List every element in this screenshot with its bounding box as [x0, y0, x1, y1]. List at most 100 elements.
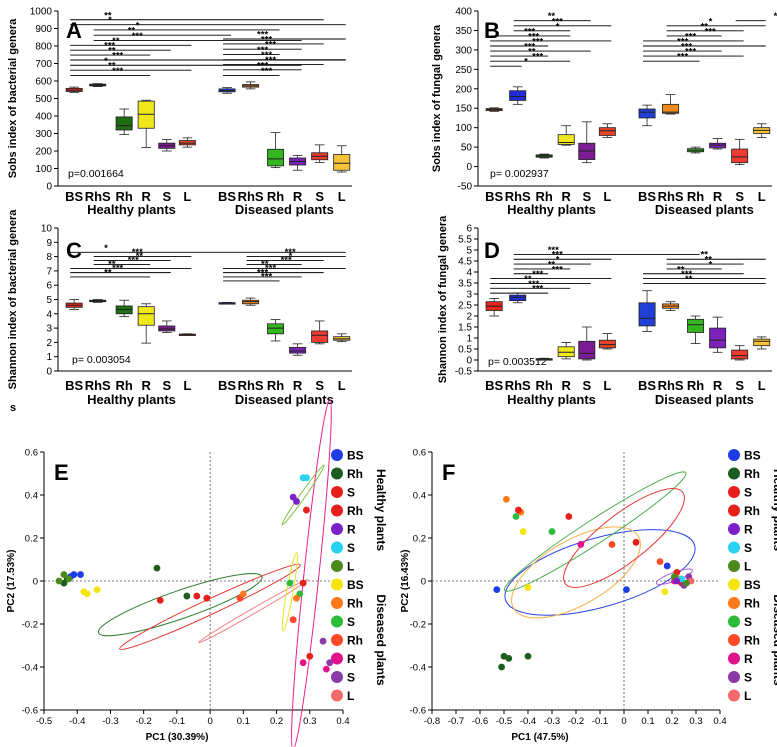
- y-tick-label: 0.2: [413, 534, 426, 545]
- x-tick-label: 0.2: [665, 716, 678, 727]
- significance-label: ***: [257, 45, 268, 56]
- significance-label: **: [104, 10, 112, 21]
- box-7: [242, 81, 260, 90]
- box-body: [598, 339, 616, 349]
- category-label: L: [603, 378, 611, 393]
- category-label: L: [183, 189, 191, 204]
- data-point: [319, 637, 327, 645]
- legend-marker: [728, 449, 740, 461]
- panel-c: 0 1 2 3 4 5 6 7 8 9 10 Shannon index of bacterial g…: [7, 209, 352, 414]
- y-tick-label: 500: [35, 94, 52, 105]
- y-tick-label: 150: [455, 104, 472, 115]
- y-tick-label: 200: [35, 147, 52, 158]
- y-tick-label: 0: [466, 356, 472, 367]
- legend-label: Rh: [347, 597, 363, 611]
- x-tick-label: -0.4: [520, 716, 536, 727]
- data-point: [565, 513, 573, 520]
- box-8: [687, 315, 705, 344]
- y-tick-label: 300: [455, 45, 472, 56]
- y-tick-label: -50: [458, 182, 473, 193]
- y-tick-label: 0.6: [413, 448, 426, 459]
- category-label: R: [562, 189, 572, 204]
- box-body: [662, 103, 680, 114]
- panel-letter: A: [66, 18, 82, 43]
- y-tick-label: 0.4: [413, 491, 426, 502]
- box-1: [509, 86, 527, 105]
- box-11: [753, 336, 771, 350]
- legend-marker: [331, 523, 343, 535]
- x-tick-label: -0.8: [424, 716, 440, 727]
- data-point: [498, 663, 505, 671]
- x-tick-label: 0.1: [641, 716, 654, 727]
- category-label: L: [338, 378, 346, 393]
- data-point: [493, 586, 501, 593]
- legend-marker: [331, 504, 343, 517]
- legend-label: L: [347, 689, 354, 703]
- box-1: [89, 83, 107, 87]
- legend-label: Rh: [347, 467, 363, 481]
- significance-label: **: [112, 36, 120, 47]
- box-2: [115, 299, 133, 318]
- box-6: [638, 104, 656, 127]
- box-3: [557, 125, 575, 146]
- confidence-ellipse: [198, 578, 309, 644]
- x-tick-label: 0: [207, 716, 212, 727]
- category-label: RhS: [505, 378, 531, 393]
- x-axis-title: PC1 (30.39%): [146, 732, 209, 743]
- data-point: [512, 513, 520, 520]
- y-tick-label: 200: [455, 84, 472, 95]
- box-5: [178, 137, 196, 148]
- legend-marker: [728, 652, 740, 665]
- legend-label: R: [744, 523, 753, 537]
- box-11: [333, 333, 351, 343]
- legend-marker: [331, 578, 343, 591]
- box-body: [311, 330, 329, 343]
- data-point: [663, 562, 671, 570]
- legend-marker: [728, 467, 740, 480]
- category-label: R: [713, 189, 723, 204]
- box-6: [638, 290, 656, 332]
- y-tick-label: 5.5: [458, 235, 472, 246]
- box-5: [178, 333, 196, 337]
- group-label: Diseased plants: [655, 202, 754, 217]
- category-label: S: [162, 378, 171, 393]
- x-tick-label: 0.4: [713, 716, 726, 727]
- y-tick-label: 250: [455, 65, 472, 76]
- category-label: R: [142, 378, 152, 393]
- box-7: [662, 301, 680, 311]
- category-label: L: [338, 189, 346, 204]
- data-point: [632, 538, 640, 546]
- category-label: Rh: [115, 189, 132, 204]
- x-tick-label: 0.3: [689, 716, 702, 727]
- panel-letter: D: [484, 238, 500, 263]
- category-label: RhS: [658, 378, 684, 393]
- x-tick-label: -0.1: [592, 716, 608, 727]
- data-point: [299, 579, 307, 587]
- box-0: [485, 107, 503, 112]
- category-label: BS: [65, 378, 83, 393]
- legend-marker: [331, 449, 343, 461]
- box-0: [65, 299, 83, 310]
- panel-letter: E: [54, 460, 69, 485]
- significance-label: **: [108, 61, 116, 72]
- legend-label: L: [347, 560, 354, 574]
- box-1: [89, 299, 107, 303]
- y-tick-label: 900: [35, 24, 52, 35]
- y-tick-label: 7: [46, 266, 52, 277]
- significance-label: **: [136, 251, 144, 262]
- y-axis-title: PC2 (16.43%): [400, 550, 411, 613]
- legend-marker: [331, 671, 343, 683]
- legend-label: Rh: [347, 634, 363, 648]
- y-tick-label: 3: [466, 290, 472, 301]
- significance-label: *: [524, 57, 528, 68]
- significance-label: **: [677, 264, 685, 275]
- significance-label: ***: [265, 55, 276, 66]
- panel-b: -50 0 50 100 150 200 250 300 350 400 Sobs index of…: [431, 7, 777, 218]
- significance-label: *: [556, 255, 560, 266]
- data-point: [239, 590, 247, 598]
- y-tick-label: 100: [35, 164, 52, 175]
- significance-label: ***: [132, 247, 143, 258]
- significance-label: ***: [532, 269, 543, 280]
- significance-label: ***: [528, 279, 539, 290]
